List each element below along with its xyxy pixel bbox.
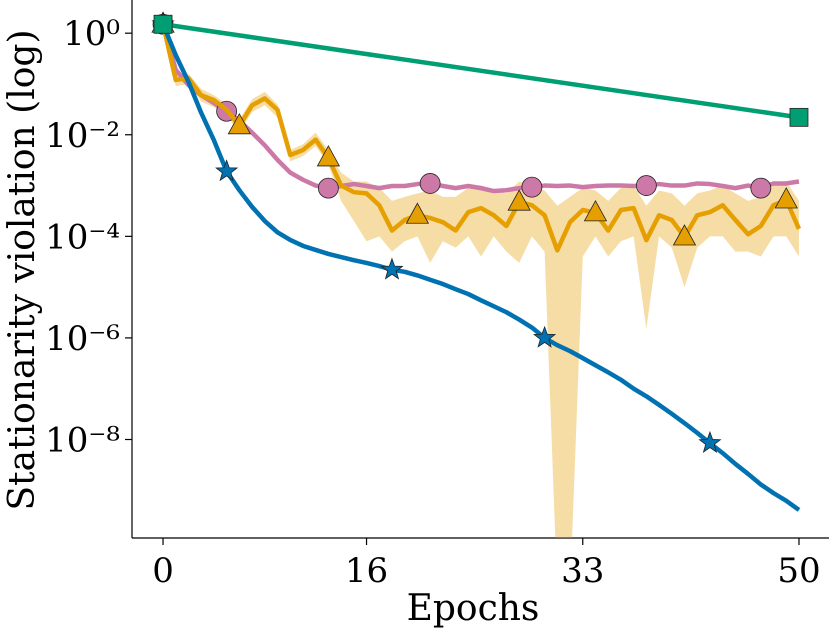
y-tick-label: 10⁻⁸ (45, 421, 120, 461)
marker (316, 145, 341, 167)
marker (507, 189, 531, 211)
marker (521, 176, 543, 198)
marker (405, 202, 430, 224)
plot-area (151, 11, 809, 538)
band (163, 22, 799, 538)
marker (789, 107, 809, 127)
marker (419, 173, 441, 194)
marker (774, 187, 798, 209)
y-tick-label: 10⁻⁶ (45, 319, 120, 359)
y-tick-label: 10⁻² (45, 116, 120, 156)
marker (750, 177, 772, 199)
x-tick-label: 0 (152, 551, 174, 591)
marker (672, 224, 697, 246)
line (160, 23, 801, 512)
marker (635, 175, 657, 196)
marker (227, 112, 252, 135)
marker (153, 14, 173, 34)
line (162, 22, 800, 120)
y-axis-label: Stationarity violation (log) (2, 30, 43, 511)
marker (583, 200, 608, 222)
y-tick-label: 10⁻⁴ (45, 217, 120, 257)
marker (317, 177, 339, 199)
x-axis-label: Epochs (407, 588, 540, 629)
y-tick-label: 10⁰ (63, 14, 120, 54)
line (160, 23, 800, 194)
marker (698, 430, 722, 453)
line (160, 23, 802, 253)
x-tick-label: 16 (345, 551, 388, 591)
x-tick-label: 33 (561, 551, 604, 591)
marker (533, 325, 557, 348)
marker (215, 159, 239, 182)
x-tick-label: 50 (777, 551, 820, 591)
marker (380, 257, 404, 280)
